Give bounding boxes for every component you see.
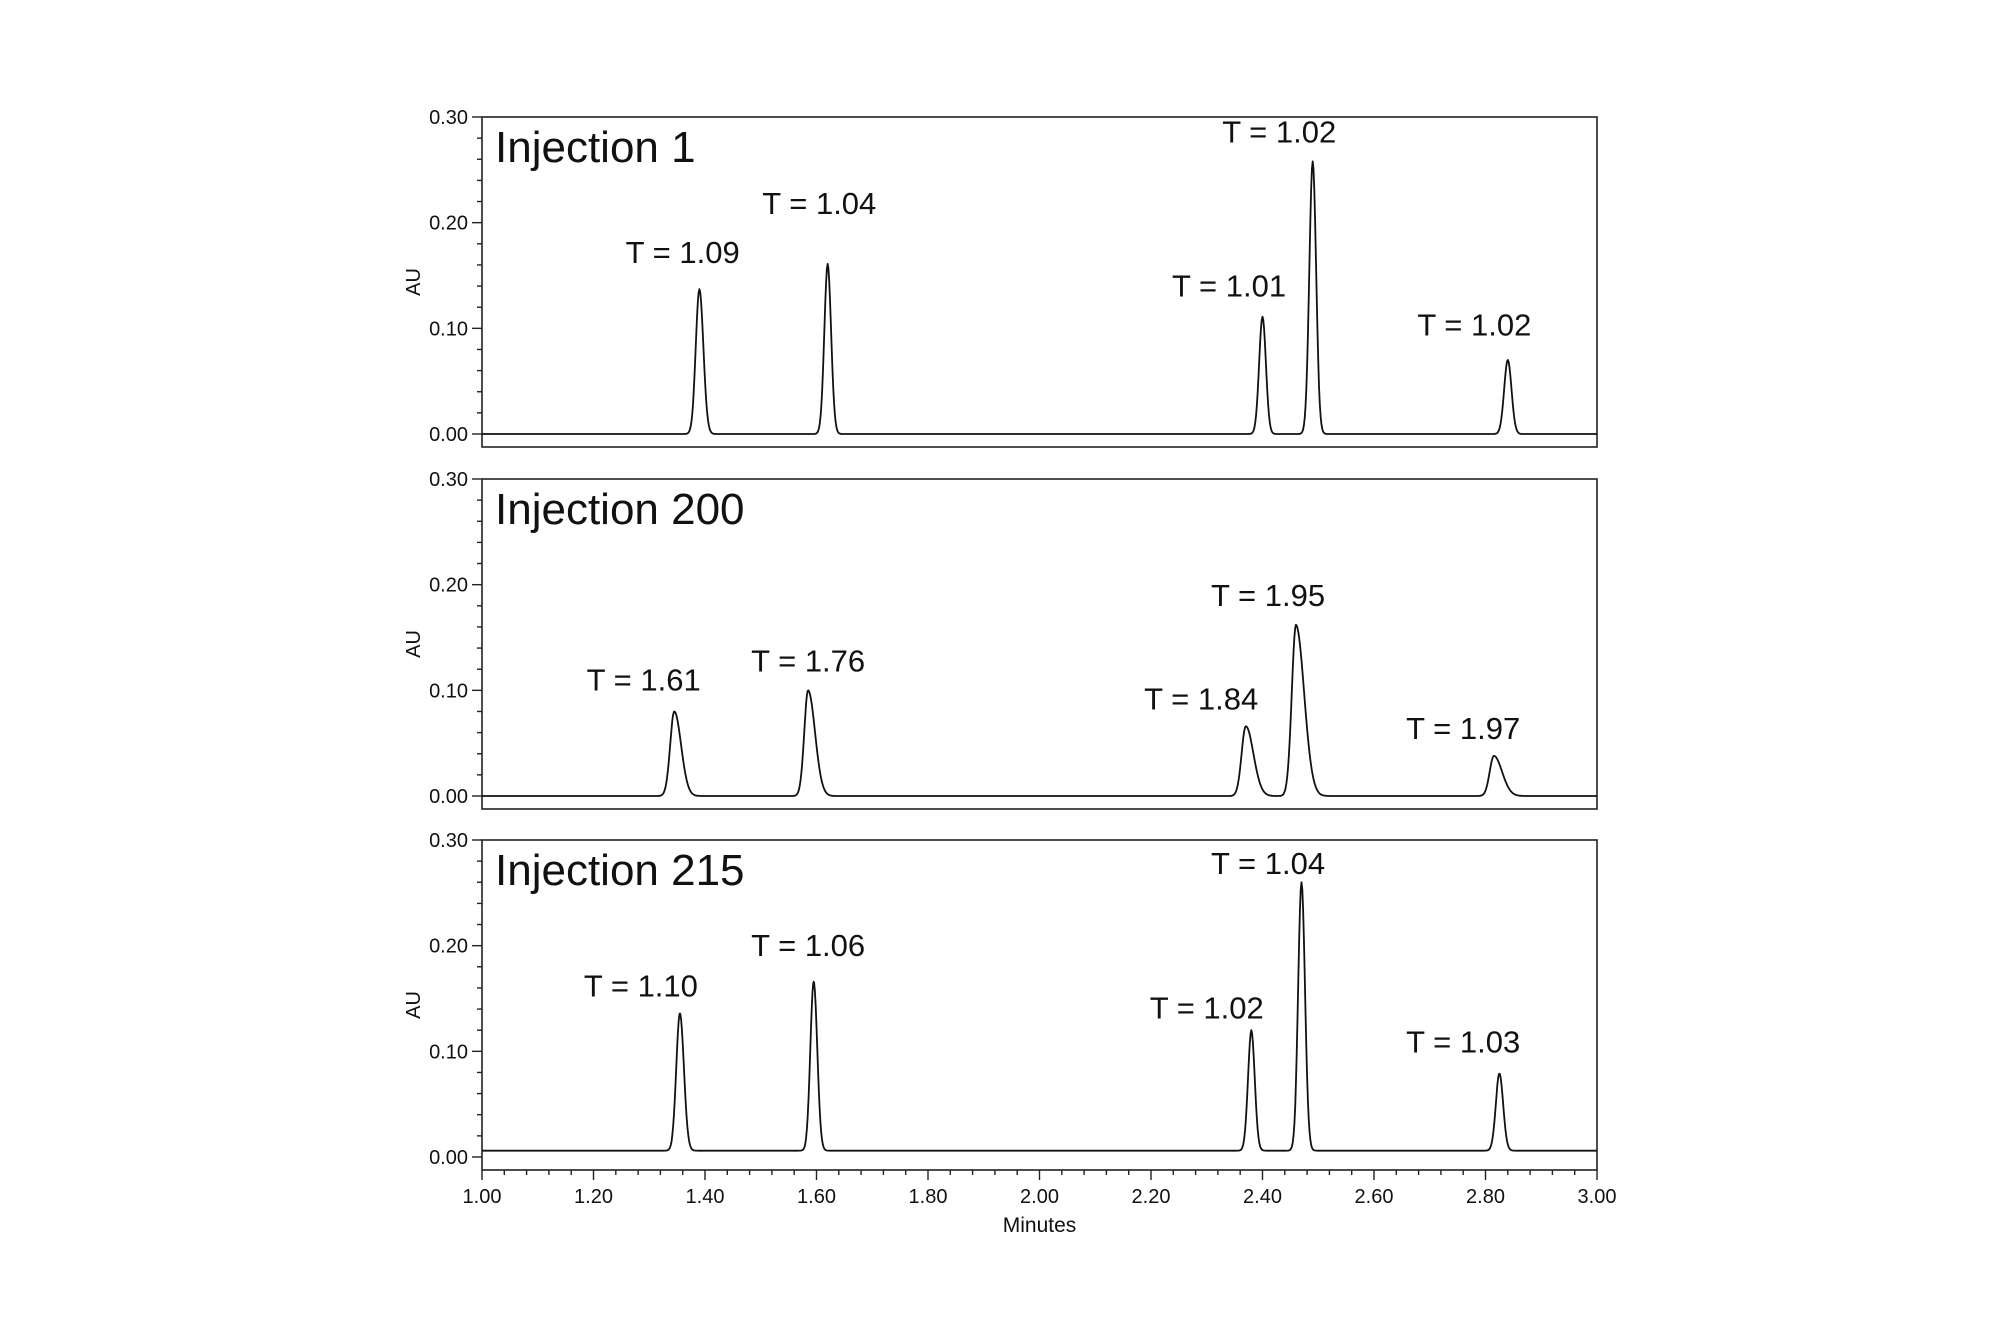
x-tick-label: 1.00 [463, 1186, 502, 1208]
y-tick-label: 0.10 [429, 1041, 468, 1063]
y-tick-label: 0.20 [429, 936, 468, 958]
tailing-factor-label: T = 1.09 [626, 235, 740, 270]
peak-apex-3 [1244, 725, 1247, 728]
y-tick-label: 0.30 [429, 830, 468, 852]
tailing-factor-label: T = 1.01 [1172, 269, 1286, 304]
peak-apex-5 [1493, 755, 1495, 757]
y-tick-label: 0.10 [429, 680, 468, 702]
x-tick-label: 2.80 [1466, 1186, 1505, 1208]
tailing-factor-label: T = 1.04 [1211, 846, 1325, 881]
panel-3: 0.00 0.10 0.20 0.30 AU Injection 215 T = 1.10 T… [403, 830, 1616, 1237]
tailing-factor-label: T = 1.97 [1406, 711, 1520, 746]
panel-title: Injection 215 [495, 846, 745, 895]
peak-apex-5 [1498, 1072, 1501, 1075]
tailing-factor-label: T = 1.02 [1222, 114, 1336, 149]
x-tick-label: 1.20 [574, 1186, 613, 1208]
tailing-factor-label: T = 1.10 [584, 968, 698, 1003]
peak-apex-5 [1507, 359, 1509, 361]
panel-1: 0.00 0.10 0.20 0.30 AU Injection 1 T = 1.09 T =… [403, 107, 1598, 448]
panel-title: Injection 1 [495, 123, 696, 172]
x-tick-label: 2.40 [1243, 1186, 1282, 1208]
y-axis-label: AU [403, 991, 425, 1019]
tailing-factor-label: T = 1.61 [587, 662, 701, 697]
y-tick-label: 0.20 [429, 213, 468, 235]
panel-2: 0.00 0.10 0.20 0.30 AU Injection 200 T = 1.61 T… [403, 469, 1598, 810]
peak-apex-4 [1311, 160, 1314, 163]
peak-apex-4 [1295, 624, 1297, 626]
peak-apex-2 [807, 689, 809, 692]
y-tick-label: 0.30 [429, 107, 468, 129]
tailing-factor-label: T = 1.84 [1144, 681, 1258, 716]
y-axis-label: AU [403, 268, 425, 296]
x-tick-label: 2.00 [1020, 1186, 1059, 1208]
peak-apex-1 [673, 710, 676, 713]
x-tick-label: 1.40 [686, 1186, 725, 1208]
tailing-factor-label: T = 1.02 [1417, 308, 1531, 343]
tailing-factor-label: T = 1.76 [751, 643, 865, 678]
peak-apex-1 [679, 1012, 681, 1015]
y-tick-label: 0.00 [429, 424, 468, 446]
chromatogram-trace [481, 881, 1598, 1152]
x-tick-label: 1.80 [909, 1186, 948, 1208]
peak-apex-3 [1261, 315, 1264, 318]
peak-apex-2 [812, 980, 815, 983]
y-tick-label: 0.00 [429, 1147, 468, 1169]
y-tick-label: 0.00 [429, 786, 468, 808]
chromatogram-trace [481, 623, 1598, 797]
x-axis-label: Minutes [1003, 1214, 1077, 1237]
tailing-factor-label: T = 1.06 [751, 928, 865, 963]
tailing-factor-label: T = 1.02 [1150, 991, 1264, 1026]
y-tick-label: 0.20 [429, 575, 468, 597]
tailing-factor-label: T = 1.03 [1406, 1024, 1520, 1059]
x-tick-label: 2.20 [1132, 1186, 1171, 1208]
tailing-factor-label: T = 1.95 [1211, 578, 1325, 613]
chromatogram-trace [481, 160, 1598, 435]
x-tick-label: 3.00 [1578, 1186, 1617, 1208]
peak-apex-3 [1250, 1029, 1253, 1031]
peak-apex-2 [826, 263, 829, 265]
plot-frame [481, 478, 1598, 810]
y-axis-label: AU [403, 630, 425, 658]
panel-title: Injection 200 [495, 485, 745, 534]
y-tick-label: 0.30 [429, 469, 468, 491]
peak-apex-1 [698, 288, 701, 291]
peak-apex-4 [1300, 881, 1303, 884]
x-tick-label: 2.60 [1355, 1186, 1394, 1208]
x-tick-label: 1.60 [797, 1186, 836, 1208]
tailing-factor-label: T = 1.04 [762, 186, 876, 221]
y-tick-label: 0.10 [429, 318, 468, 340]
plot-frame [481, 116, 1598, 448]
